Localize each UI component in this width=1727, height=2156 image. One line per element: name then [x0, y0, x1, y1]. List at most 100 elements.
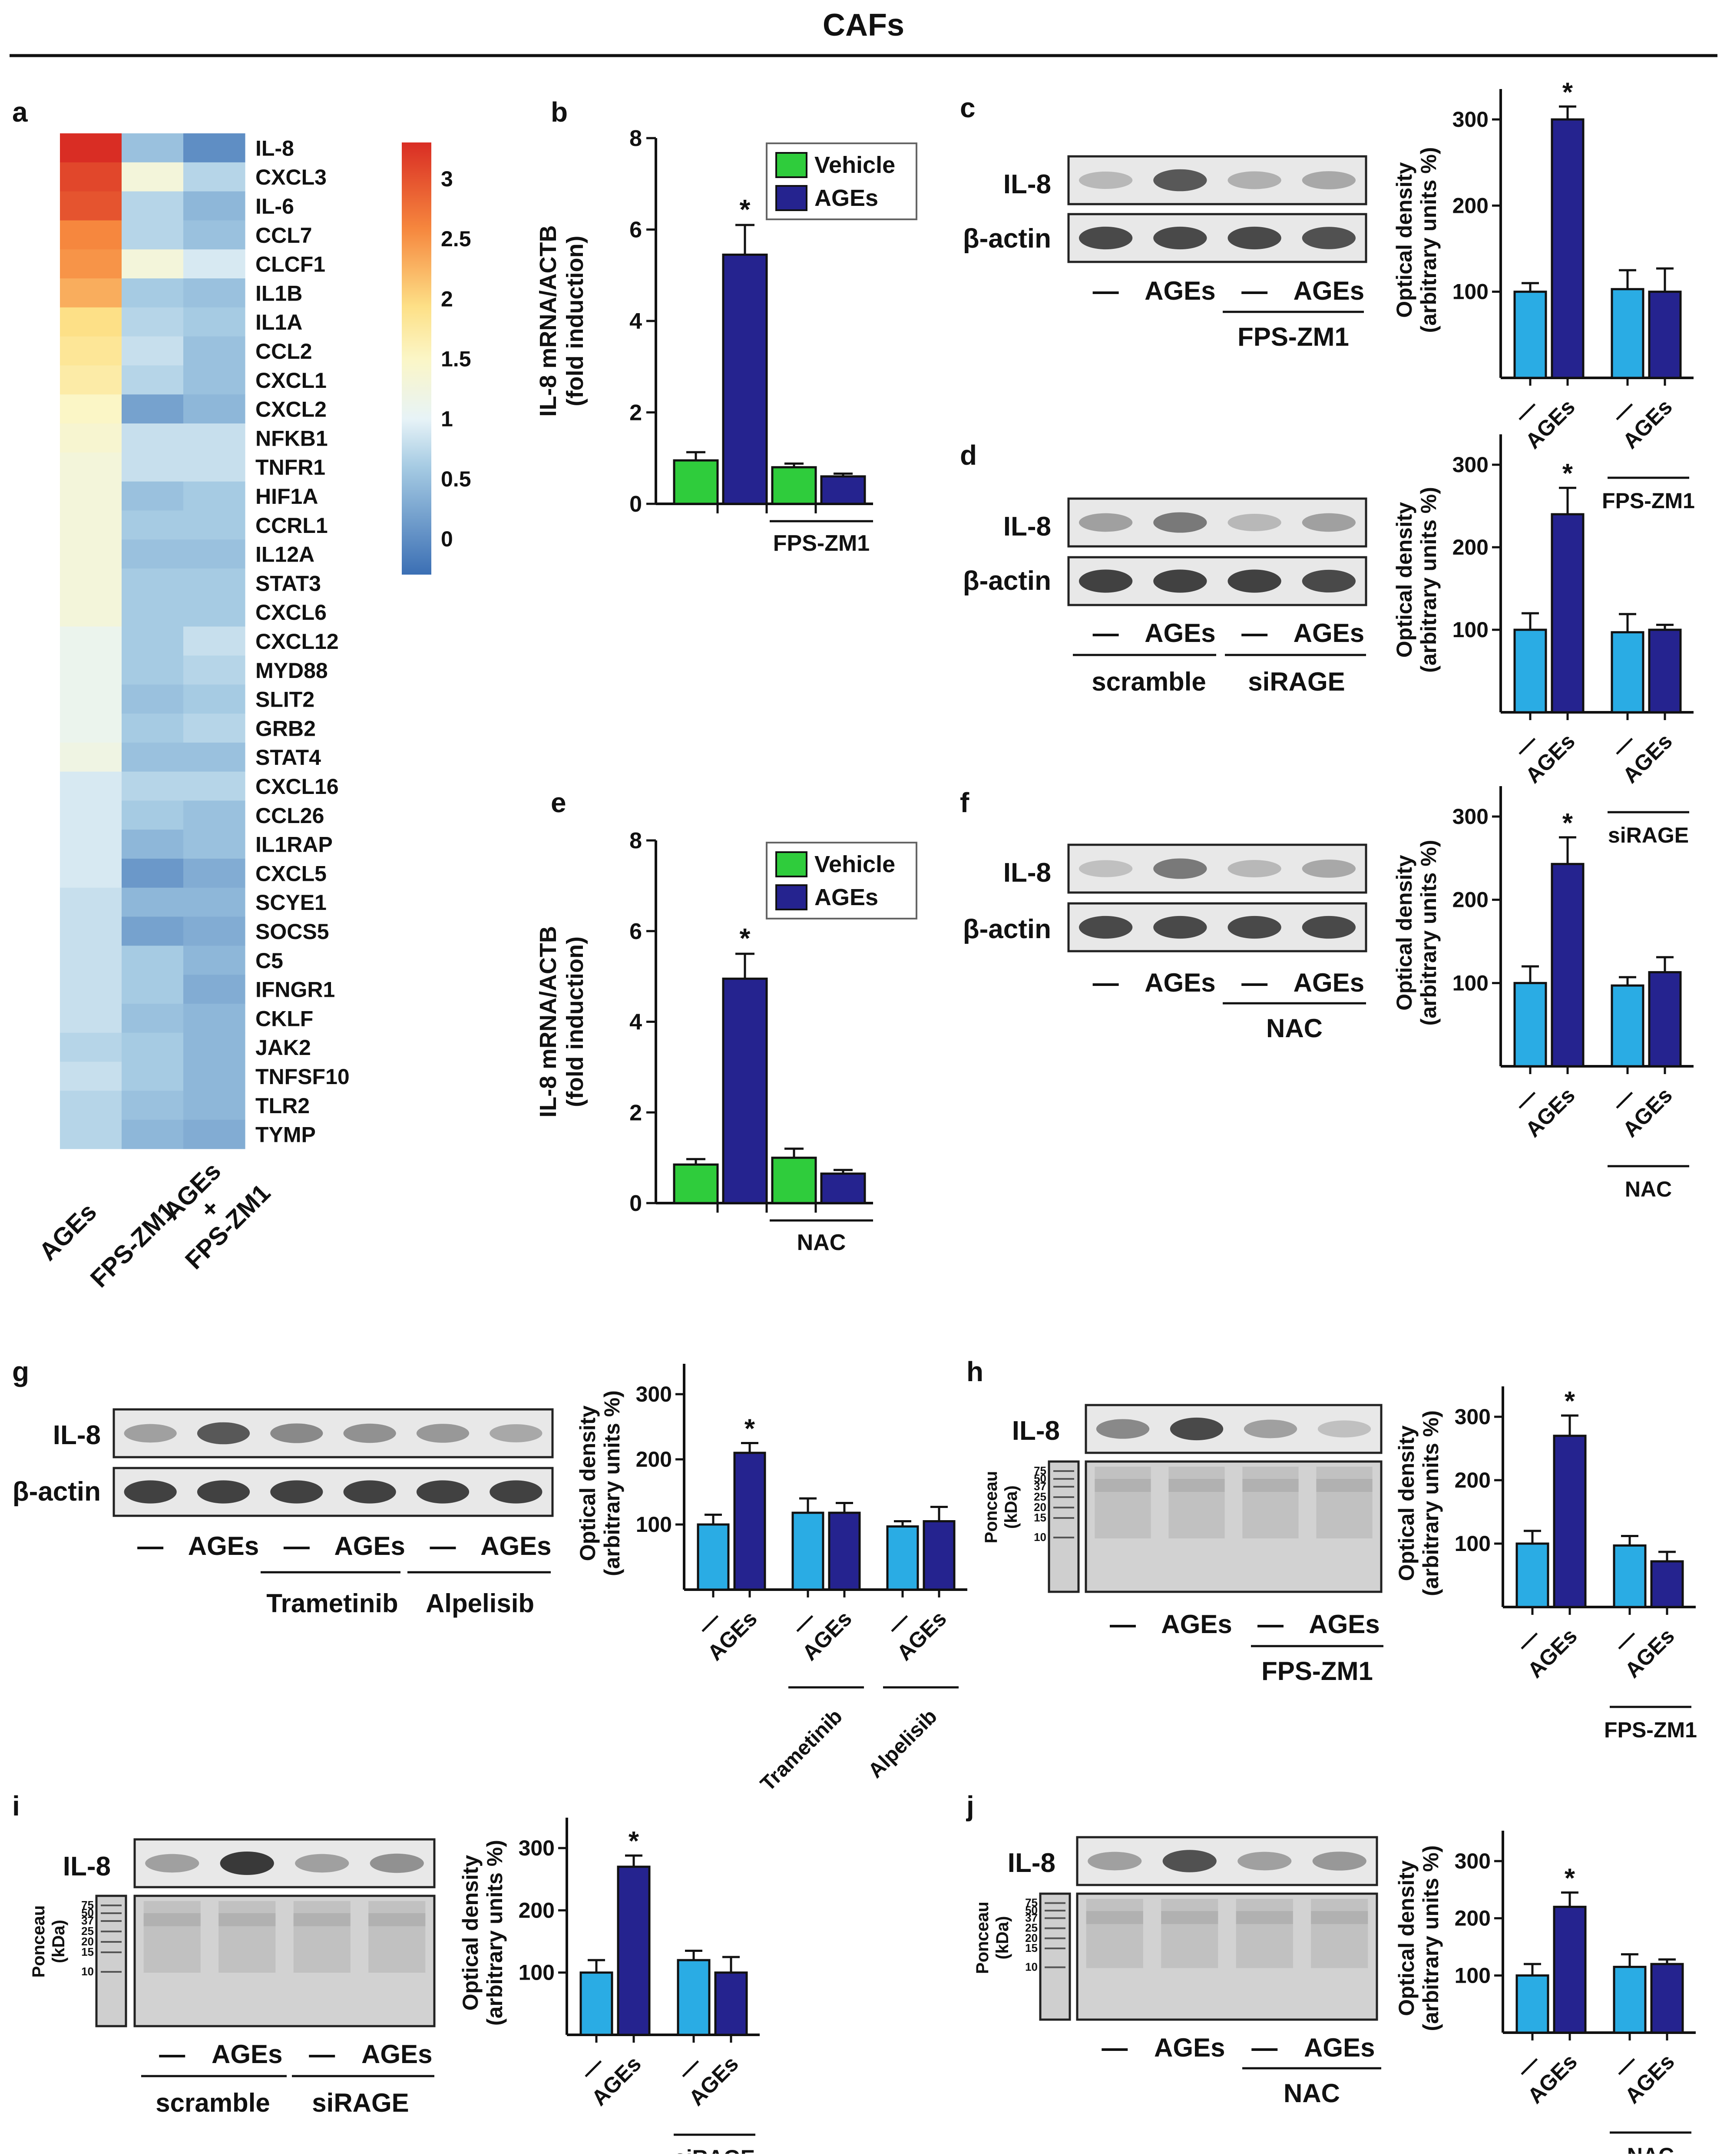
heatmap-cell: [60, 1091, 122, 1120]
heatmap-cell: [60, 714, 122, 743]
blot-strip: [133, 1838, 436, 1888]
heatmap-row-label: CXCL2: [255, 397, 327, 422]
lane-label: AGEs: [1304, 2033, 1375, 2062]
heatmap-cell: [183, 278, 245, 308]
bar: [733, 1452, 766, 1591]
bar: [1648, 971, 1682, 1068]
blot-band: [416, 1480, 470, 1504]
bar: [1613, 1966, 1647, 2034]
heatmap-cell: [122, 1091, 184, 1120]
blot-panel-d: IL-8 β-actin — AGEs — AGEs scramble siRAGE: [963, 497, 1367, 696]
y-tick-label: 200: [1455, 1906, 1491, 1931]
group-label: siRAGE: [1248, 667, 1345, 696]
y-tick-label: 100: [1455, 1963, 1491, 1987]
heatmap-cell: [122, 830, 184, 859]
heatmap-cell: [183, 1120, 245, 1149]
heatmap-cell: [60, 859, 122, 888]
marker-size-label: 10: [1025, 1961, 1038, 1974]
marker-size-label: 20: [81, 1935, 94, 1948]
y-tick-label: 300: [1452, 804, 1489, 829]
ponceau-label-line: (kDa): [1002, 1485, 1021, 1529]
blot-band: [1079, 171, 1133, 189]
heatmap-cell: [60, 830, 122, 859]
blot-row-label-actin: β-actin: [13, 1477, 101, 1507]
legend-swatch: [775, 185, 807, 211]
blot-band: [1227, 916, 1281, 939]
legend-label: Vehicle: [814, 851, 895, 877]
blot-band: [370, 1853, 424, 1873]
lane-label: —: [1257, 1610, 1284, 1639]
y-axis-label-line: Optical density: [1394, 1425, 1419, 1581]
bar: [1650, 1963, 1684, 2034]
heatmap-cell: [60, 742, 122, 772]
marker-size-label: 75: [1034, 1464, 1046, 1477]
heatmap-cell: [183, 626, 245, 656]
heatmap-row-label: C5: [255, 949, 283, 973]
heatmap-cell: [60, 365, 122, 395]
heatmap-cell: [122, 742, 184, 772]
legend-swatch: [775, 851, 807, 877]
colorbar-tick-label: 0.5: [441, 467, 471, 491]
heatmap-cell: [60, 771, 122, 801]
blot-band: [1302, 227, 1356, 249]
blot-band: [124, 1480, 177, 1504]
y-axis-label: IL-8 mRNA/ACTB(fold induction): [535, 926, 588, 1118]
marker-size-label: 20: [1034, 1501, 1046, 1514]
bar: [1553, 1905, 1587, 2034]
western-blots: IL-8 β-actin — AGEs — AGEs FPS-ZM1 IL-8 β-actin —…: [13, 155, 1383, 2117]
blot-band: [1227, 226, 1281, 250]
bar: [820, 475, 866, 505]
blot-band: [220, 1851, 274, 1875]
heatmap-cell: [60, 394, 122, 424]
significance-marker: *: [740, 194, 751, 225]
heatmap-row-label: CLCF1: [255, 252, 325, 277]
colorbar-tick-label: 0: [441, 527, 453, 551]
heatmap-row-label: STAT4: [255, 745, 321, 770]
bar: [714, 1971, 748, 2036]
bar: [1551, 118, 1585, 379]
heatmap-cell: [183, 1004, 245, 1033]
y-tick-label: 300: [1452, 107, 1489, 132]
bar: [828, 1511, 861, 1591]
heatmap-cell: [183, 859, 245, 888]
y-tick-label: 0: [629, 1191, 642, 1216]
y-tick-label: 2: [629, 1100, 642, 1125]
heatmap-row-label: IL12A: [255, 542, 314, 567]
y-tick-label: 300: [519, 1836, 555, 1860]
blot-band: [1153, 226, 1207, 250]
bar: [771, 466, 817, 505]
blot-row-label-il8: IL-8: [1003, 858, 1051, 888]
heatmap-cell: [122, 394, 184, 424]
ponceau-lane-band: [293, 1913, 351, 1926]
marker-size-label: 15: [1034, 1511, 1046, 1524]
ponceau-lane-band: [1095, 1479, 1151, 1492]
treatment-label: siRAGE: [674, 2146, 755, 2154]
marker-size-label: 20: [1025, 1931, 1038, 1944]
y-tick-label: 100: [1455, 1531, 1491, 1556]
heatmap-cell: [122, 946, 184, 975]
y-axis-label: IL-8 mRNA/ACTB(fold induction): [535, 225, 588, 417]
heatmap-cell: [122, 655, 184, 685]
y-tick-label: 4: [629, 309, 642, 334]
heatmap-cell: [60, 1120, 122, 1149]
legend-label: AGEs: [814, 185, 878, 211]
heatmap-cell: [122, 336, 184, 366]
heatmap-row-label: MYD88: [255, 658, 328, 683]
blot-band: [1312, 1852, 1366, 1871]
marker-ladder: [1048, 1460, 1080, 1593]
bar: [1650, 1560, 1684, 1608]
ponceau-lane: [143, 1901, 201, 1973]
heatmap-cell: [183, 597, 245, 627]
y-axis-label-line: (arbitrary units %): [483, 1840, 507, 2026]
significance-marker: *: [1562, 808, 1573, 838]
bar: [791, 1511, 824, 1591]
significance-marker: *: [1565, 1386, 1575, 1416]
blot-band: [490, 1424, 543, 1442]
bar: [722, 977, 768, 1204]
significance-marker: *: [740, 923, 751, 954]
colorbar: [402, 142, 431, 575]
ponceau-label-line: Ponceau: [973, 1901, 992, 1974]
y-axis-label-line: IL-8 mRNA/ACTB: [535, 926, 561, 1118]
